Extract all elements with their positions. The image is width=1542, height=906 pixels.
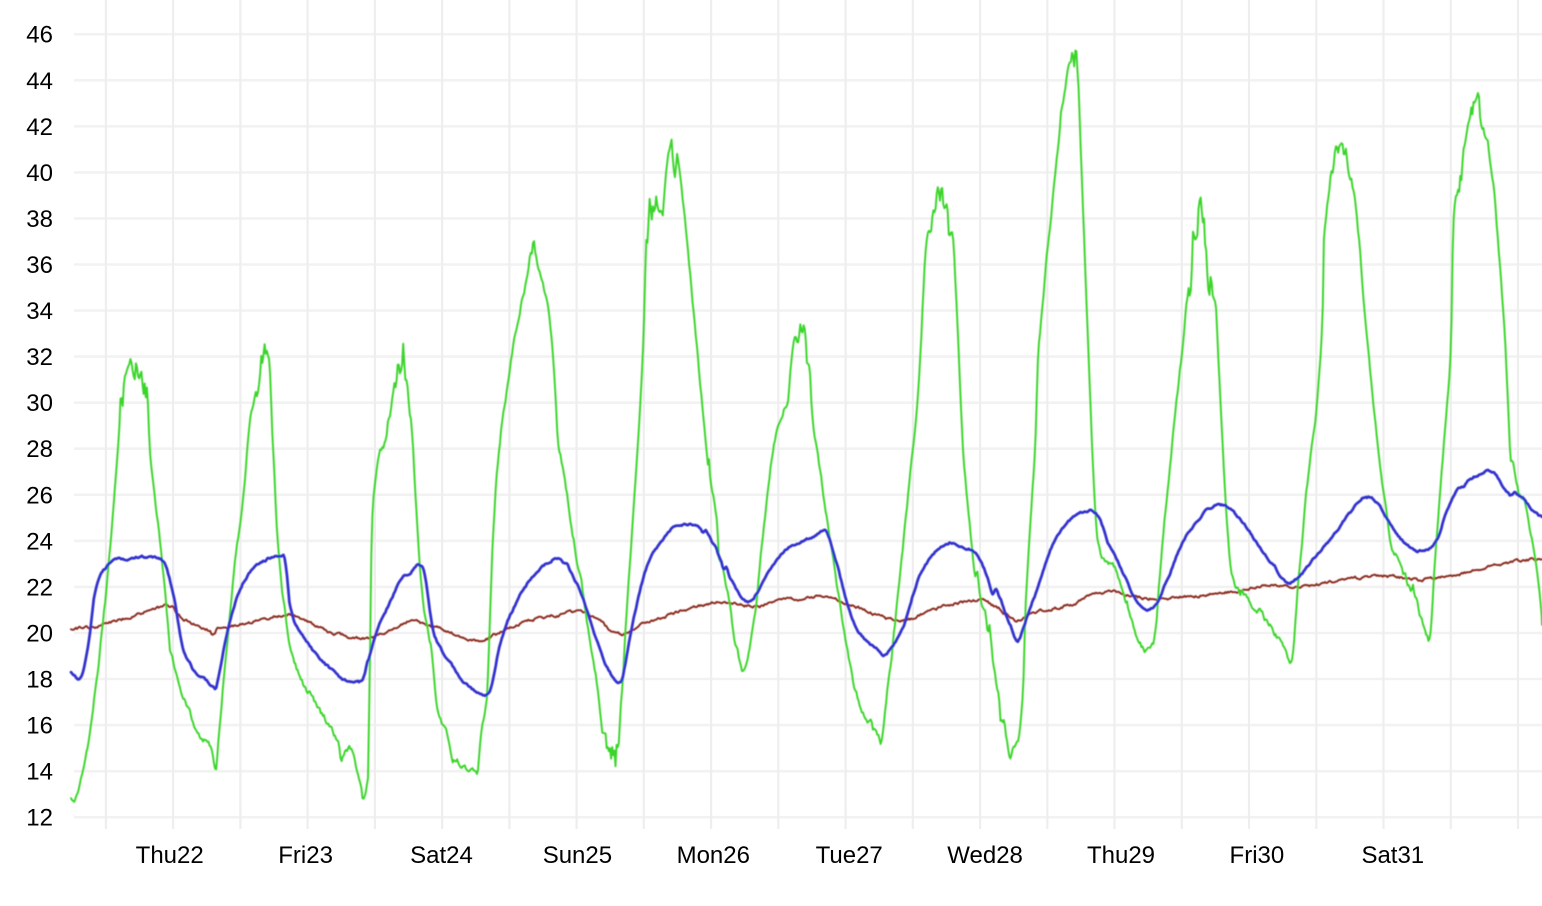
svg-text:20: 20: [26, 621, 53, 648]
svg-text:38: 38: [26, 206, 53, 233]
svg-text:44: 44: [26, 68, 53, 95]
svg-text:Sun25: Sun25: [543, 842, 612, 869]
svg-text:36: 36: [26, 252, 53, 279]
svg-text:34: 34: [26, 298, 53, 325]
svg-text:12: 12: [26, 805, 53, 832]
svg-text:46: 46: [26, 22, 53, 49]
svg-text:Thu29: Thu29: [1087, 842, 1155, 869]
svg-text:Fri30: Fri30: [1230, 842, 1285, 869]
svg-text:Sat24: Sat24: [410, 842, 473, 869]
svg-text:16: 16: [26, 713, 53, 740]
svg-text:14: 14: [26, 759, 53, 786]
svg-text:30: 30: [26, 390, 53, 417]
svg-text:Mon26: Mon26: [677, 842, 750, 869]
svg-text:22: 22: [26, 574, 53, 601]
svg-text:28: 28: [26, 436, 53, 463]
svg-text:Wed28: Wed28: [947, 842, 1023, 869]
svg-text:32: 32: [26, 344, 53, 371]
svg-text:18: 18: [26, 667, 53, 694]
svg-text:24: 24: [26, 528, 53, 555]
svg-text:26: 26: [26, 482, 53, 509]
svg-text:Sat31: Sat31: [1361, 842, 1424, 869]
svg-text:Thu22: Thu22: [136, 842, 204, 869]
svg-text:42: 42: [26, 114, 53, 141]
svg-text:Fri23: Fri23: [278, 842, 333, 869]
svg-text:40: 40: [26, 160, 53, 187]
svg-text:Tue27: Tue27: [816, 842, 883, 869]
